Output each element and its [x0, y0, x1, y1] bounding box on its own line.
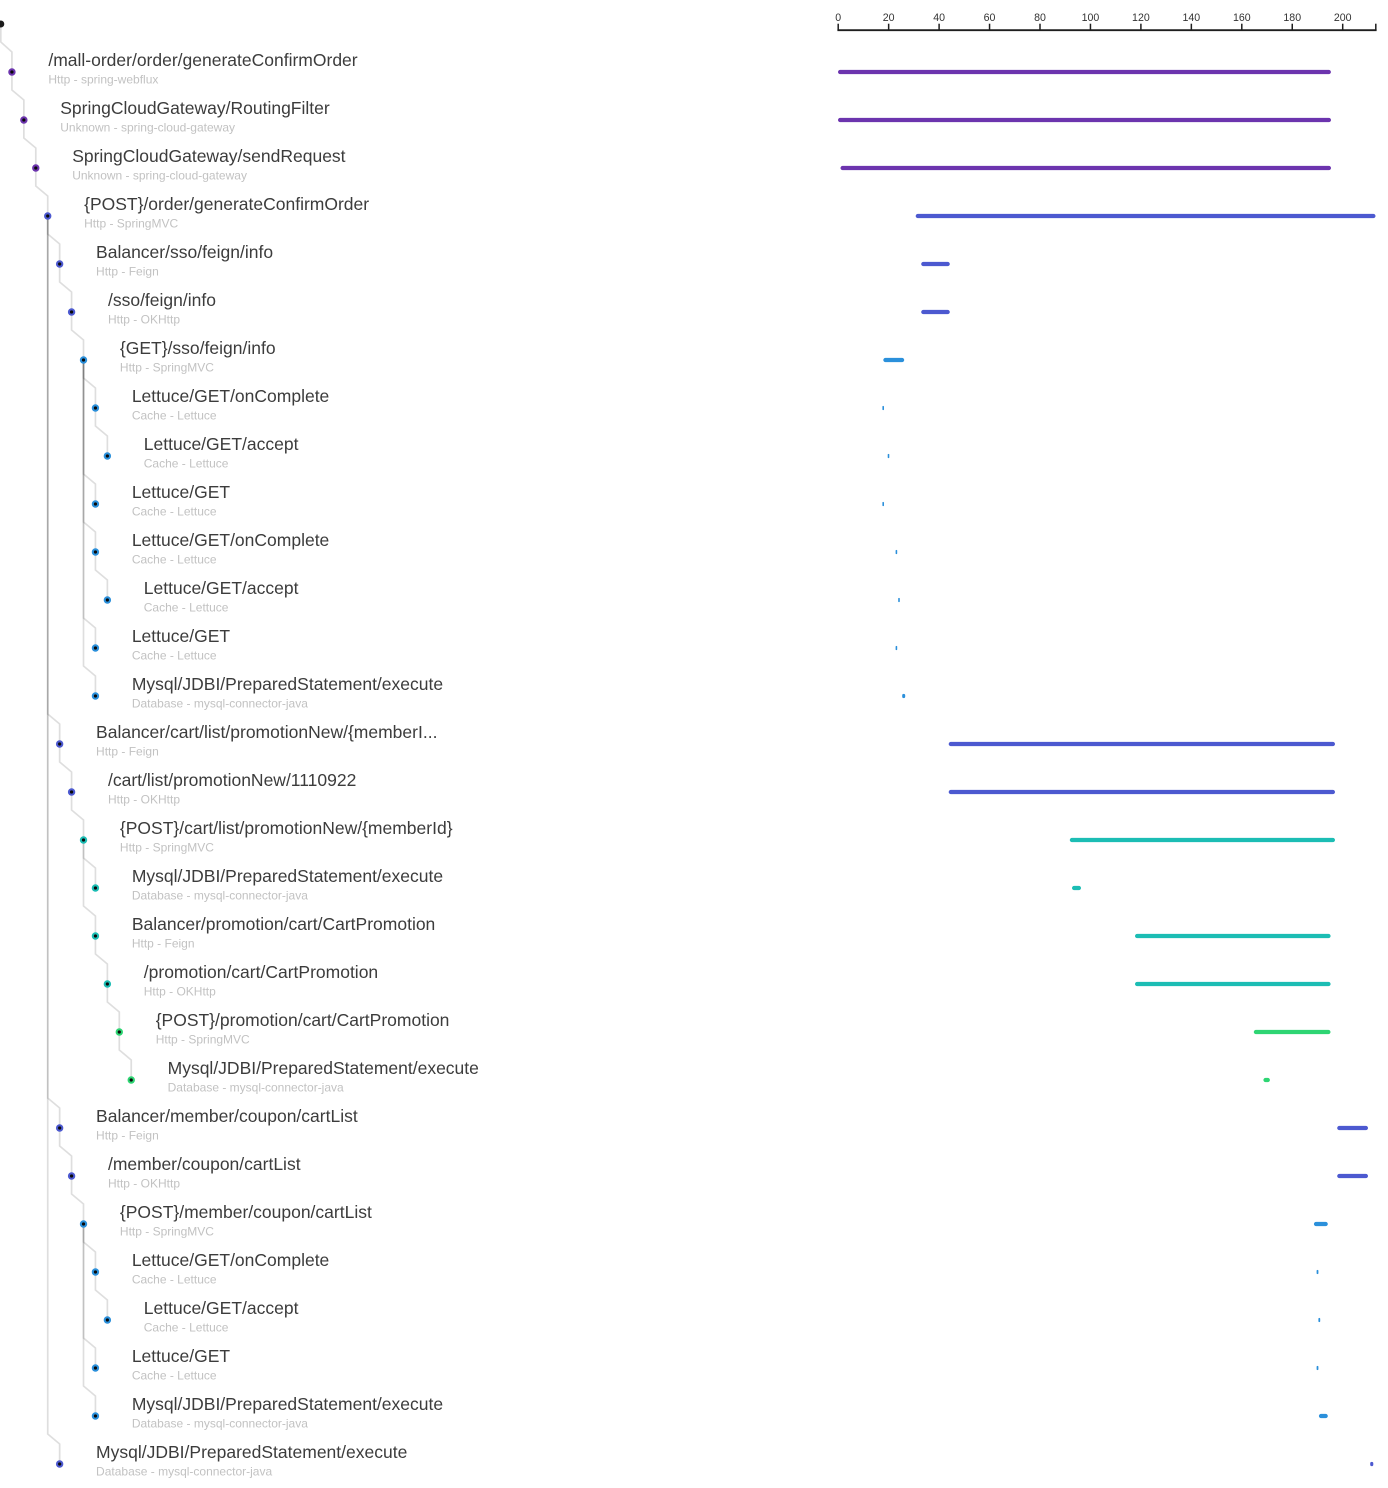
svg-text:SpringCloudGateway/RoutingFilt: SpringCloudGateway/RoutingFilter	[60, 98, 330, 118]
svg-text:Lettuce/GET/accept: Lettuce/GET/accept	[144, 1298, 299, 1318]
svg-text:Http - SpringMVC: Http - SpringMVC	[120, 361, 214, 375]
svg-text:140: 140	[1183, 12, 1201, 24]
svg-text:Lettuce/GET/onComplete: Lettuce/GET/onComplete	[132, 386, 329, 406]
svg-text:Http - OKHttp: Http - OKHttp	[108, 1177, 180, 1191]
svg-text:Cache - Lettuce: Cache - Lettuce	[144, 457, 229, 471]
svg-text:Lettuce/GET/accept: Lettuce/GET/accept	[144, 578, 299, 598]
svg-text:Unknown - spring-cloud-gateway: Unknown - spring-cloud-gateway	[72, 169, 247, 183]
svg-text:Cache - Lettuce: Cache - Lettuce	[132, 1369, 217, 1383]
svg-text:{POST}/order/generateConfirmOr: {POST}/order/generateConfirmOrder	[84, 194, 369, 214]
svg-text:Database - mysql-connector-jav: Database - mysql-connector-java	[132, 889, 308, 903]
svg-text:Http - OKHttp: Http - OKHttp	[144, 985, 216, 999]
svg-text:0: 0	[835, 12, 841, 24]
svg-text:80: 80	[1034, 12, 1046, 24]
svg-text:Balancer/cart/list/promotionNe: Balancer/cart/list/promotionNew/{memberI…	[96, 722, 437, 742]
svg-text:180: 180	[1283, 12, 1301, 24]
svg-text:120: 120	[1132, 12, 1150, 24]
svg-text:Http - SpringMVC: Http - SpringMVC	[84, 217, 178, 231]
svg-text:SpringCloudGateway/sendRequest: SpringCloudGateway/sendRequest	[72, 146, 345, 166]
svg-text:/promotion/cart/CartPromotion: /promotion/cart/CartPromotion	[144, 962, 378, 982]
svg-text:Lettuce/GET: Lettuce/GET	[132, 1346, 231, 1366]
svg-text:40: 40	[933, 12, 945, 24]
svg-text:{POST}/promotion/cart/CartProm: {POST}/promotion/cart/CartPromotion	[156, 1010, 450, 1030]
svg-text:Http - Feign: Http - Feign	[132, 937, 195, 951]
svg-text:Http - OKHttp: Http - OKHttp	[108, 313, 180, 327]
svg-text:Cache - Lettuce: Cache - Lettuce	[132, 649, 217, 663]
svg-text:{POST}/member/coupon/cartList: {POST}/member/coupon/cartList	[120, 1202, 372, 1222]
svg-text:Mysql/JDBI/PreparedStatement/e: Mysql/JDBI/PreparedStatement/execute	[168, 1058, 479, 1078]
svg-text:Balancer/promotion/cart/CartPr: Balancer/promotion/cart/CartPromotion	[132, 914, 435, 934]
svg-text:Cache - Lettuce: Cache - Lettuce	[144, 1321, 229, 1335]
svg-text:/member/coupon/cartList: /member/coupon/cartList	[108, 1154, 301, 1174]
svg-text:Unknown - spring-cloud-gateway: Unknown - spring-cloud-gateway	[60, 121, 235, 135]
svg-text:/sso/feign/info: /sso/feign/info	[108, 290, 216, 310]
svg-text:Balancer/sso/feign/info: Balancer/sso/feign/info	[96, 242, 273, 262]
svg-text:Database - mysql-connector-jav: Database - mysql-connector-java	[168, 1081, 344, 1095]
svg-text:Http - SpringMVC: Http - SpringMVC	[156, 1033, 250, 1047]
svg-text:Mysql/JDBI/PreparedStatement/e: Mysql/JDBI/PreparedStatement/execute	[132, 674, 443, 694]
svg-text:Database - mysql-connector-jav: Database - mysql-connector-java	[96, 1465, 272, 1479]
svg-text:60: 60	[984, 12, 996, 24]
svg-text:Http - Feign: Http - Feign	[96, 265, 159, 279]
svg-text:Lettuce/GET/onComplete: Lettuce/GET/onComplete	[132, 530, 329, 550]
svg-text:Lettuce/GET: Lettuce/GET	[132, 626, 231, 646]
svg-text:Http - SpringMVC: Http - SpringMVC	[120, 1225, 214, 1239]
svg-text:Http - Feign: Http - Feign	[96, 745, 159, 759]
svg-text:200: 200	[1334, 12, 1352, 24]
svg-text:Mysql/JDBI/PreparedStatement/e: Mysql/JDBI/PreparedStatement/execute	[132, 866, 443, 886]
svg-text:Cache - Lettuce: Cache - Lettuce	[132, 505, 217, 519]
svg-text:Database - mysql-connector-jav: Database - mysql-connector-java	[132, 1417, 308, 1431]
svg-text:Database - mysql-connector-jav: Database - mysql-connector-java	[132, 697, 308, 711]
svg-text:Lettuce/GET: Lettuce/GET	[132, 482, 231, 502]
svg-text:20: 20	[883, 12, 895, 24]
svg-text:Lettuce/GET/accept: Lettuce/GET/accept	[144, 434, 299, 454]
svg-text:Http - spring-webflux: Http - spring-webflux	[48, 73, 158, 87]
svg-text:Cache - Lettuce: Cache - Lettuce	[132, 553, 217, 567]
svg-text:Http - Feign: Http - Feign	[96, 1129, 159, 1143]
svg-text:Http - SpringMVC: Http - SpringMVC	[120, 841, 214, 855]
svg-text:Lettuce/GET/onComplete: Lettuce/GET/onComplete	[132, 1250, 329, 1270]
svg-text:Http - OKHttp: Http - OKHttp	[108, 793, 180, 807]
svg-text:Mysql/JDBI/PreparedStatement/e: Mysql/JDBI/PreparedStatement/execute	[96, 1442, 407, 1462]
svg-text:/mall-order/order/generateConf: /mall-order/order/generateConfirmOrder	[48, 50, 357, 70]
svg-text:/cart/list/promotionNew/111092: /cart/list/promotionNew/1110922	[108, 770, 356, 790]
svg-text:{POST}/cart/list/promotionNew/: {POST}/cart/list/promotionNew/{memberId}	[120, 818, 453, 838]
svg-text:{GET}/sso/feign/info: {GET}/sso/feign/info	[120, 338, 276, 358]
svg-text:Cache - Lettuce: Cache - Lettuce	[144, 601, 229, 615]
svg-text:Mysql/JDBI/PreparedStatement/e: Mysql/JDBI/PreparedStatement/execute	[132, 1394, 443, 1414]
svg-text:100: 100	[1082, 12, 1100, 24]
svg-text:Cache - Lettuce: Cache - Lettuce	[132, 409, 217, 423]
svg-text:160: 160	[1233, 12, 1251, 24]
svg-text:Balancer/member/coupon/cartLis: Balancer/member/coupon/cartList	[96, 1106, 358, 1126]
svg-text:Cache - Lettuce: Cache - Lettuce	[132, 1273, 217, 1287]
